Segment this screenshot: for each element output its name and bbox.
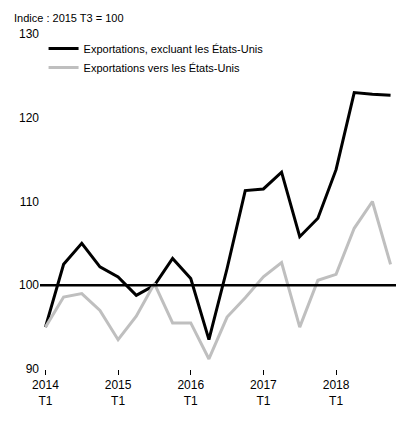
svg-text:90: 90 xyxy=(26,362,40,376)
svg-text:2015T1: 2015T1 xyxy=(105,378,132,408)
svg-text:2016T1: 2016T1 xyxy=(177,378,204,408)
svg-text:2017T1: 2017T1 xyxy=(250,378,277,408)
svg-text:Indice : 2015 T3 = 100: Indice : 2015 T3 = 100 xyxy=(14,12,124,24)
svg-text:120: 120 xyxy=(19,111,39,125)
svg-text:100: 100 xyxy=(19,278,39,292)
svg-text:2014T1: 2014T1 xyxy=(32,378,59,408)
svg-text:110: 110 xyxy=(20,195,39,209)
svg-text:2018T1: 2018T1 xyxy=(323,378,350,408)
svg-text:130: 130 xyxy=(19,27,39,41)
svg-text:Exportations vers les États-Un: Exportations vers les États-Unis xyxy=(84,62,240,74)
svg-text:Exportations, excluant les Éta: Exportations, excluant les États-Unis xyxy=(84,43,264,55)
